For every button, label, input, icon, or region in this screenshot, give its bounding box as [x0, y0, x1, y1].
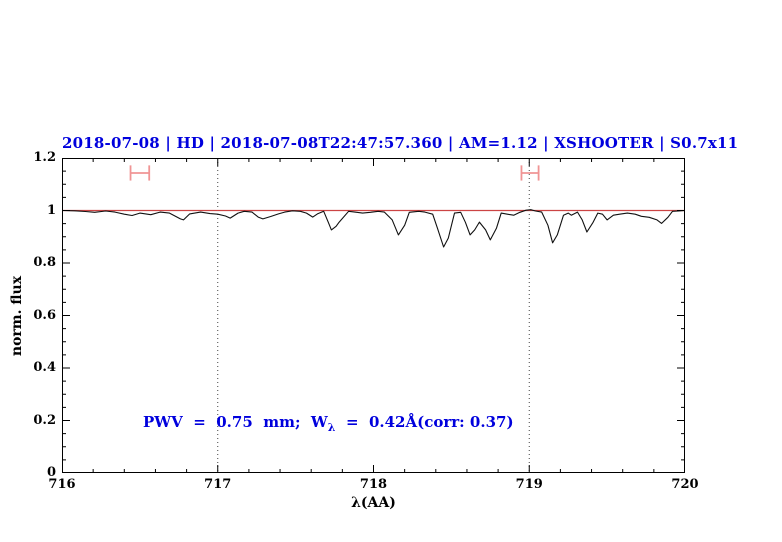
pwv-band-marker — [129, 165, 151, 181]
pwv-annotation-subscript: λ — [327, 421, 336, 434]
y-tick-label: 0.6 — [33, 307, 56, 323]
y-tick-label: 0.4 — [33, 360, 56, 375]
pwv-band-marker — [520, 165, 540, 181]
spectrum-line — [62, 209, 685, 248]
x-tick-label: 718 — [359, 477, 388, 492]
x-tick-label: 719 — [515, 477, 543, 492]
y-tick-label: 0.8 — [33, 255, 56, 270]
x-axis-label: λ(AA) — [351, 495, 396, 511]
pwv-annotation-suffix: = 0.42Å(corr: 0.37) — [335, 413, 514, 431]
plot-title: 2018-07-08 | HD | 2018-07-08T22:47:57.36… — [62, 134, 739, 152]
y-tick-label: 0.2 — [33, 412, 56, 428]
x-tick-label: 717 — [204, 477, 232, 492]
x-tick-label: 716 — [48, 477, 76, 492]
y-tick-label: 1 — [46, 202, 56, 218]
pwv-annotation: PWV = 0.75 mm; Wλ = 0.42Å(corr: 0.37) — [143, 413, 514, 434]
pwv-annotation-prefix: PWV = 0.75 mm; W — [143, 413, 328, 431]
y-tick-label: 0 — [46, 465, 56, 480]
y-axis-label: norm. flux — [9, 275, 25, 357]
spectrum-plot-area — [62, 158, 685, 473]
plot-frame — [62, 158, 685, 473]
x-tick-label: 720 — [671, 477, 699, 492]
y-tick-label: 1.2 — [33, 150, 56, 165]
